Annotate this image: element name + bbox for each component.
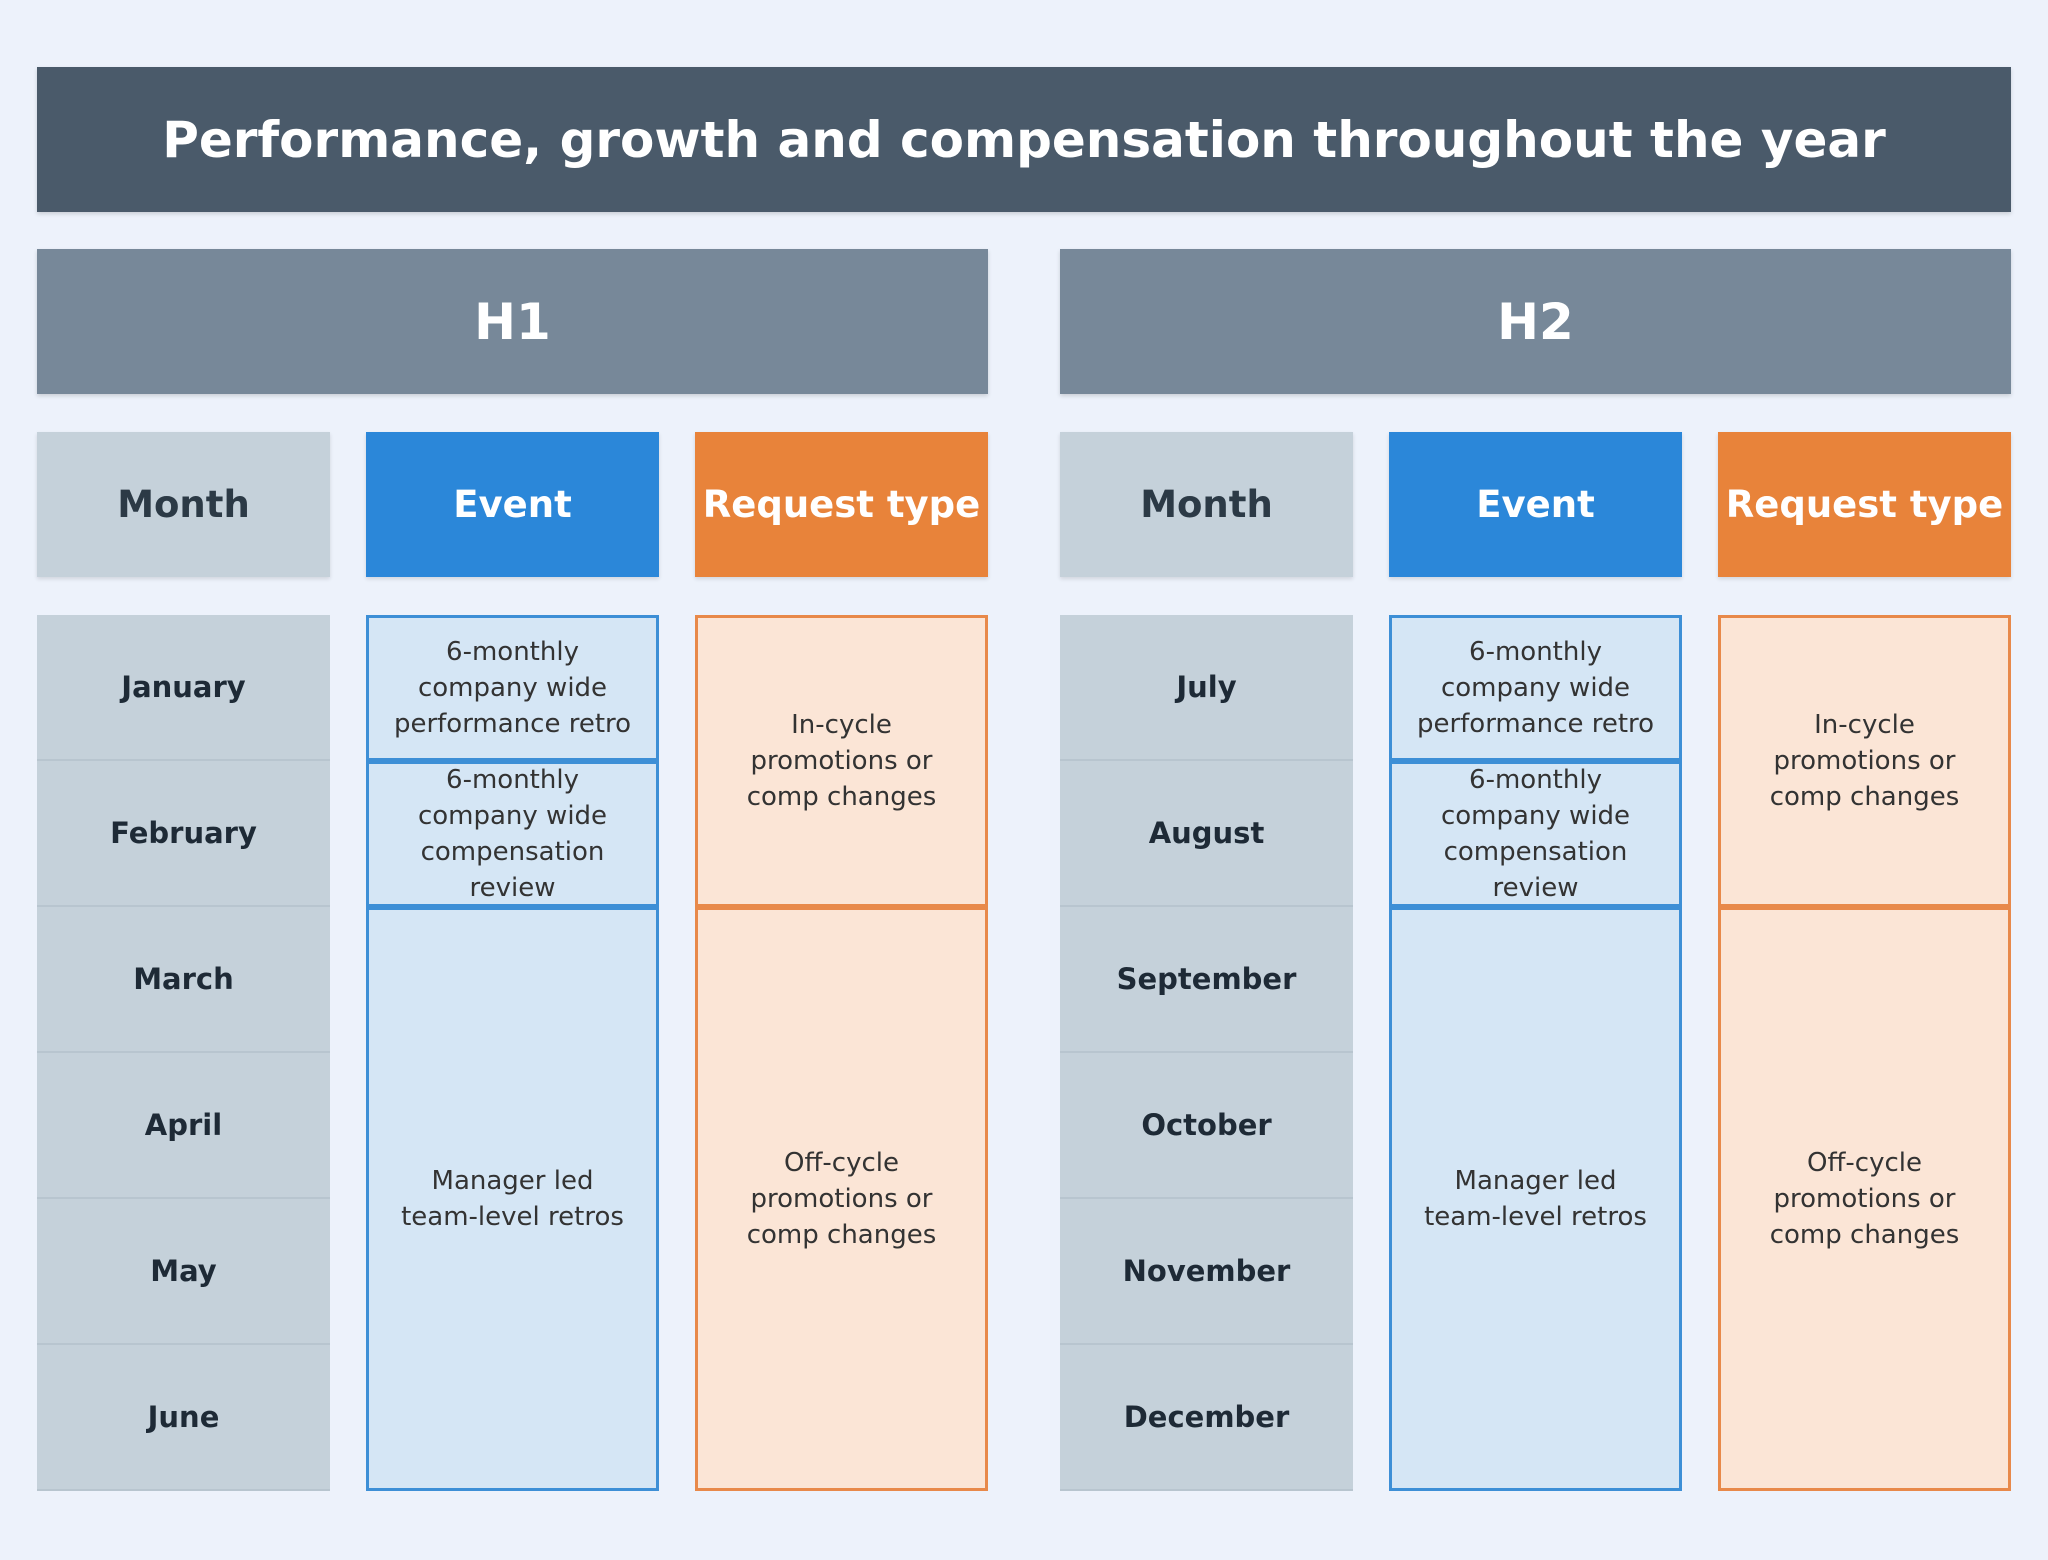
month-cell: June [37,1345,330,1491]
half-header: H2 [1060,249,2011,394]
month-cell: April [37,1053,330,1199]
column-header: Event [1389,432,1682,577]
request-cell: Off-cycle promotions or comp changes [695,907,988,1491]
month-cell: May [37,1199,330,1345]
month-cell: March [37,907,330,1053]
request-cell: In-cycle promotions or comp changes [1718,615,2011,907]
column-header: Request type [1718,432,2011,577]
event-cell: Manager led team-level retros [1389,907,1682,1491]
month-cell: February [37,761,330,907]
event-cell: 6-monthly company wide compensation revi… [1389,761,1682,907]
request-cell: Off-cycle promotions or comp changes [1718,907,2011,1491]
event-cell: 6-monthly company wide performance retro [1389,615,1682,761]
event-cell: 6-monthly company wide performance retro [366,615,659,761]
month-cell: January [37,615,330,761]
title: Performance, growth and compensation thr… [37,67,2011,212]
month-cell: September [1060,907,1353,1053]
column-header: Event [366,432,659,577]
month-cell: August [1060,761,1353,907]
month-cell: December [1060,1345,1353,1491]
column-header: Month [1060,432,1353,577]
request-cell: In-cycle promotions or comp changes [695,615,988,907]
month-cell: October [1060,1053,1353,1199]
column-header: Month [37,432,330,577]
column-header: Request type [695,432,988,577]
half-header: H1 [37,249,988,394]
event-cell: Manager led team-level retros [366,907,659,1491]
month-cell: November [1060,1199,1353,1345]
event-cell: 6-monthly company wide compensation revi… [366,761,659,907]
month-cell: July [1060,615,1353,761]
